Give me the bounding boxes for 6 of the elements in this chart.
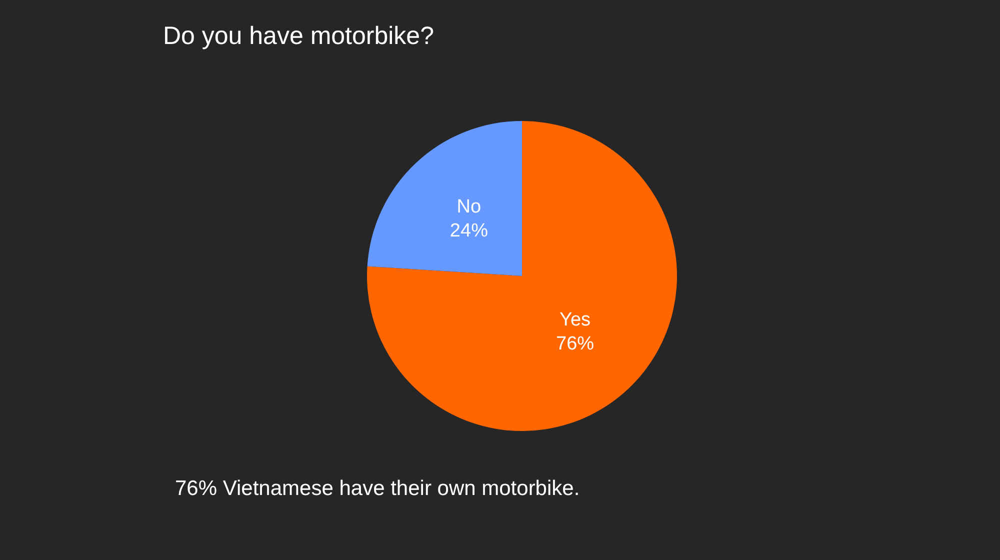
text: 76% Vietnamese have their own motorbike. (175, 477, 580, 501)
data-label: 24% (450, 220, 488, 242)
data-label: 76% (556, 334, 594, 355)
chart-title: Do you have motorbike? (163, 22, 434, 51)
slice-label: No (456, 196, 482, 218)
slice-label: Yes (560, 310, 591, 331)
